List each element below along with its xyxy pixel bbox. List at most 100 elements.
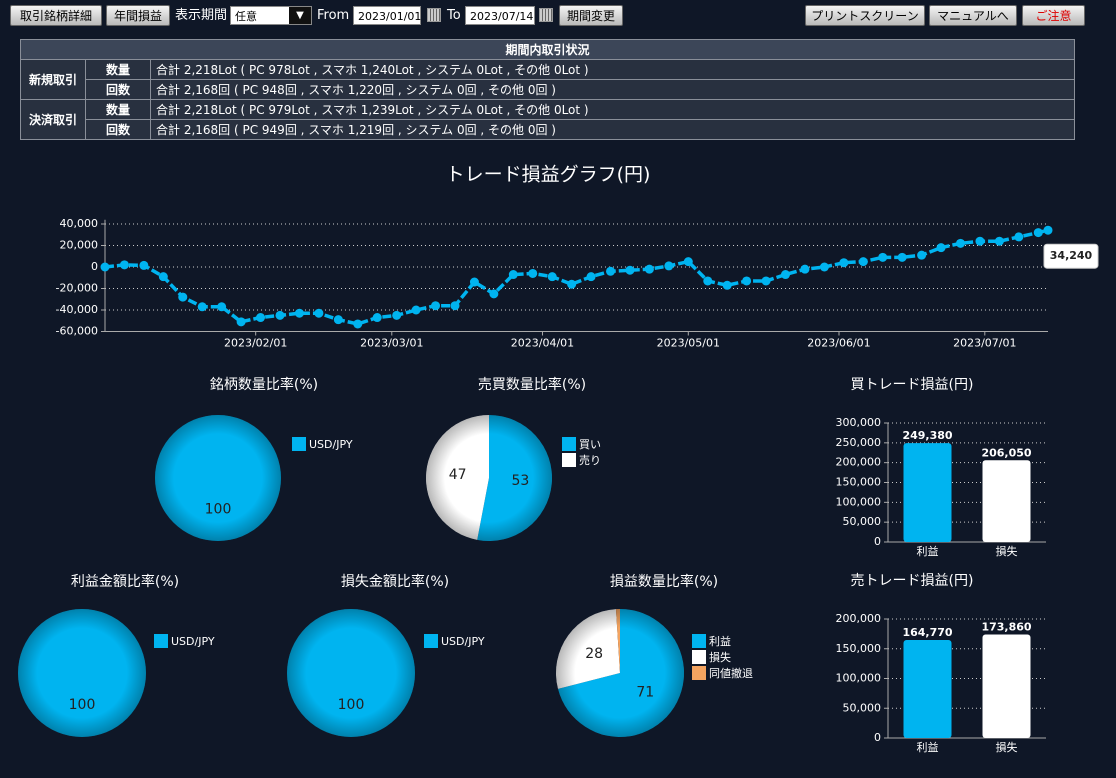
value-label: 28 [585,646,603,662]
x-tick-label: 2023/04/01 [511,337,574,350]
point [294,308,304,318]
pie-shade [18,609,146,737]
legend-label: USD/JPY [171,635,215,648]
point [839,258,849,268]
legend-swatch [562,453,576,467]
manual-button[interactable]: マニュアルへ [929,5,1017,26]
period-value: 任意 [235,10,257,23]
point [819,262,829,272]
x-tick-label: 2023/03/01 [360,337,423,350]
y-tick-label: 150,000 [836,642,882,655]
calendar-icon[interactable] [427,8,441,22]
row-label: 回数 [85,79,151,100]
row-label: 回数 [85,119,151,140]
to-date[interactable]: 2023/07/14 [465,6,535,25]
row-text: 合計 2,168回 ( PC 949回 , スマホ 1,219回 , システム … [150,119,1075,140]
point [586,272,596,282]
value-label: 206,050 [981,446,1031,459]
point [1033,228,1043,238]
period-label: 表示期間 [175,8,228,23]
row-label: 数量 [85,99,151,120]
y-tick-label: 200,000 [836,456,882,469]
legend-swatch [692,666,706,680]
point [508,270,518,280]
table-title: 期間内取引状況 [20,39,1075,60]
point [625,265,635,275]
point [742,276,752,286]
annual-button[interactable]: 年間損益 [106,5,170,26]
pie-slice [287,609,415,737]
x-tick-label: 利益 [917,544,939,558]
y-tick-label: 150,000 [836,476,882,489]
point [722,280,732,290]
point [1043,225,1053,235]
caution-button[interactable]: ご注意 [1022,5,1085,26]
legend-label: 同値撤退 [709,666,753,680]
point [683,257,693,267]
point [178,292,188,302]
point [431,301,441,311]
point [139,260,149,270]
y-tick-label: 250,000 [836,436,882,449]
value-label: 47 [449,467,467,483]
y-tick-label: -60,000 [56,325,98,338]
from-label: From [317,8,350,23]
pie-slice [477,415,552,541]
print-button[interactable]: プリントスクリーン [805,5,925,26]
row-text: 合計 2,218Lot ( PC 978Lot , スマホ 1,240Lot ,… [150,59,1075,80]
y-tick-label: -40,000 [56,303,98,316]
pie-slice [18,609,146,737]
chart-title: 損失金額比率(%) [341,573,449,590]
tooltip [1043,243,1099,269]
point [897,252,907,262]
to-label: To [447,8,461,23]
pie-slice [155,415,281,541]
point [158,272,168,282]
point [353,319,363,329]
y-tick-label: 40,000 [60,217,99,230]
line [104,228,1049,326]
x-tick-label: 損失 [996,740,1018,754]
pie-shade [287,609,415,737]
chart-title: 損益数量比率(%) [610,573,718,590]
legend-swatch [692,634,706,648]
pie-slice [558,609,685,737]
group-label: 新規取引 [20,59,86,100]
point [256,313,266,323]
point [664,261,674,271]
chart-title: トレード損益グラフ(円) [446,164,651,186]
chart-title: 銘柄数量比率(%) [210,376,318,393]
point [956,238,966,248]
point [236,317,246,327]
point [333,315,343,325]
pie-slice [615,609,620,673]
bar [982,634,1031,738]
period-select[interactable]: 任意 ▼ [230,6,312,25]
x-tick-label: 損失 [996,544,1018,558]
point [567,279,577,289]
value-label: 164,770 [902,626,952,639]
legend-swatch [692,650,706,664]
group-label: 決済取引 [20,99,86,140]
row-text: 合計 2,218Lot ( PC 979Lot , スマホ 1,239Lot ,… [150,99,1075,120]
legend-swatch [562,437,576,451]
point [936,243,946,253]
bar [903,443,952,542]
from-date[interactable]: 2023/01/01 [353,6,421,25]
point [119,260,129,270]
point [217,302,227,312]
point [197,302,207,312]
chart-title: 買トレード損益(円) [851,377,974,393]
row-label: 数量 [85,59,151,80]
y-tick-label: 100,000 [836,672,882,685]
point [450,301,460,311]
value-label: 71 [636,685,654,701]
point [314,308,324,318]
calendar-icon[interactable] [539,8,553,22]
point [917,250,927,260]
details-button[interactable]: 取引銘柄詳細 [10,5,102,26]
change-period-button[interactable]: 期間変更 [559,5,623,26]
y-tick-label: 50,000 [843,701,882,714]
point [1014,232,1024,242]
